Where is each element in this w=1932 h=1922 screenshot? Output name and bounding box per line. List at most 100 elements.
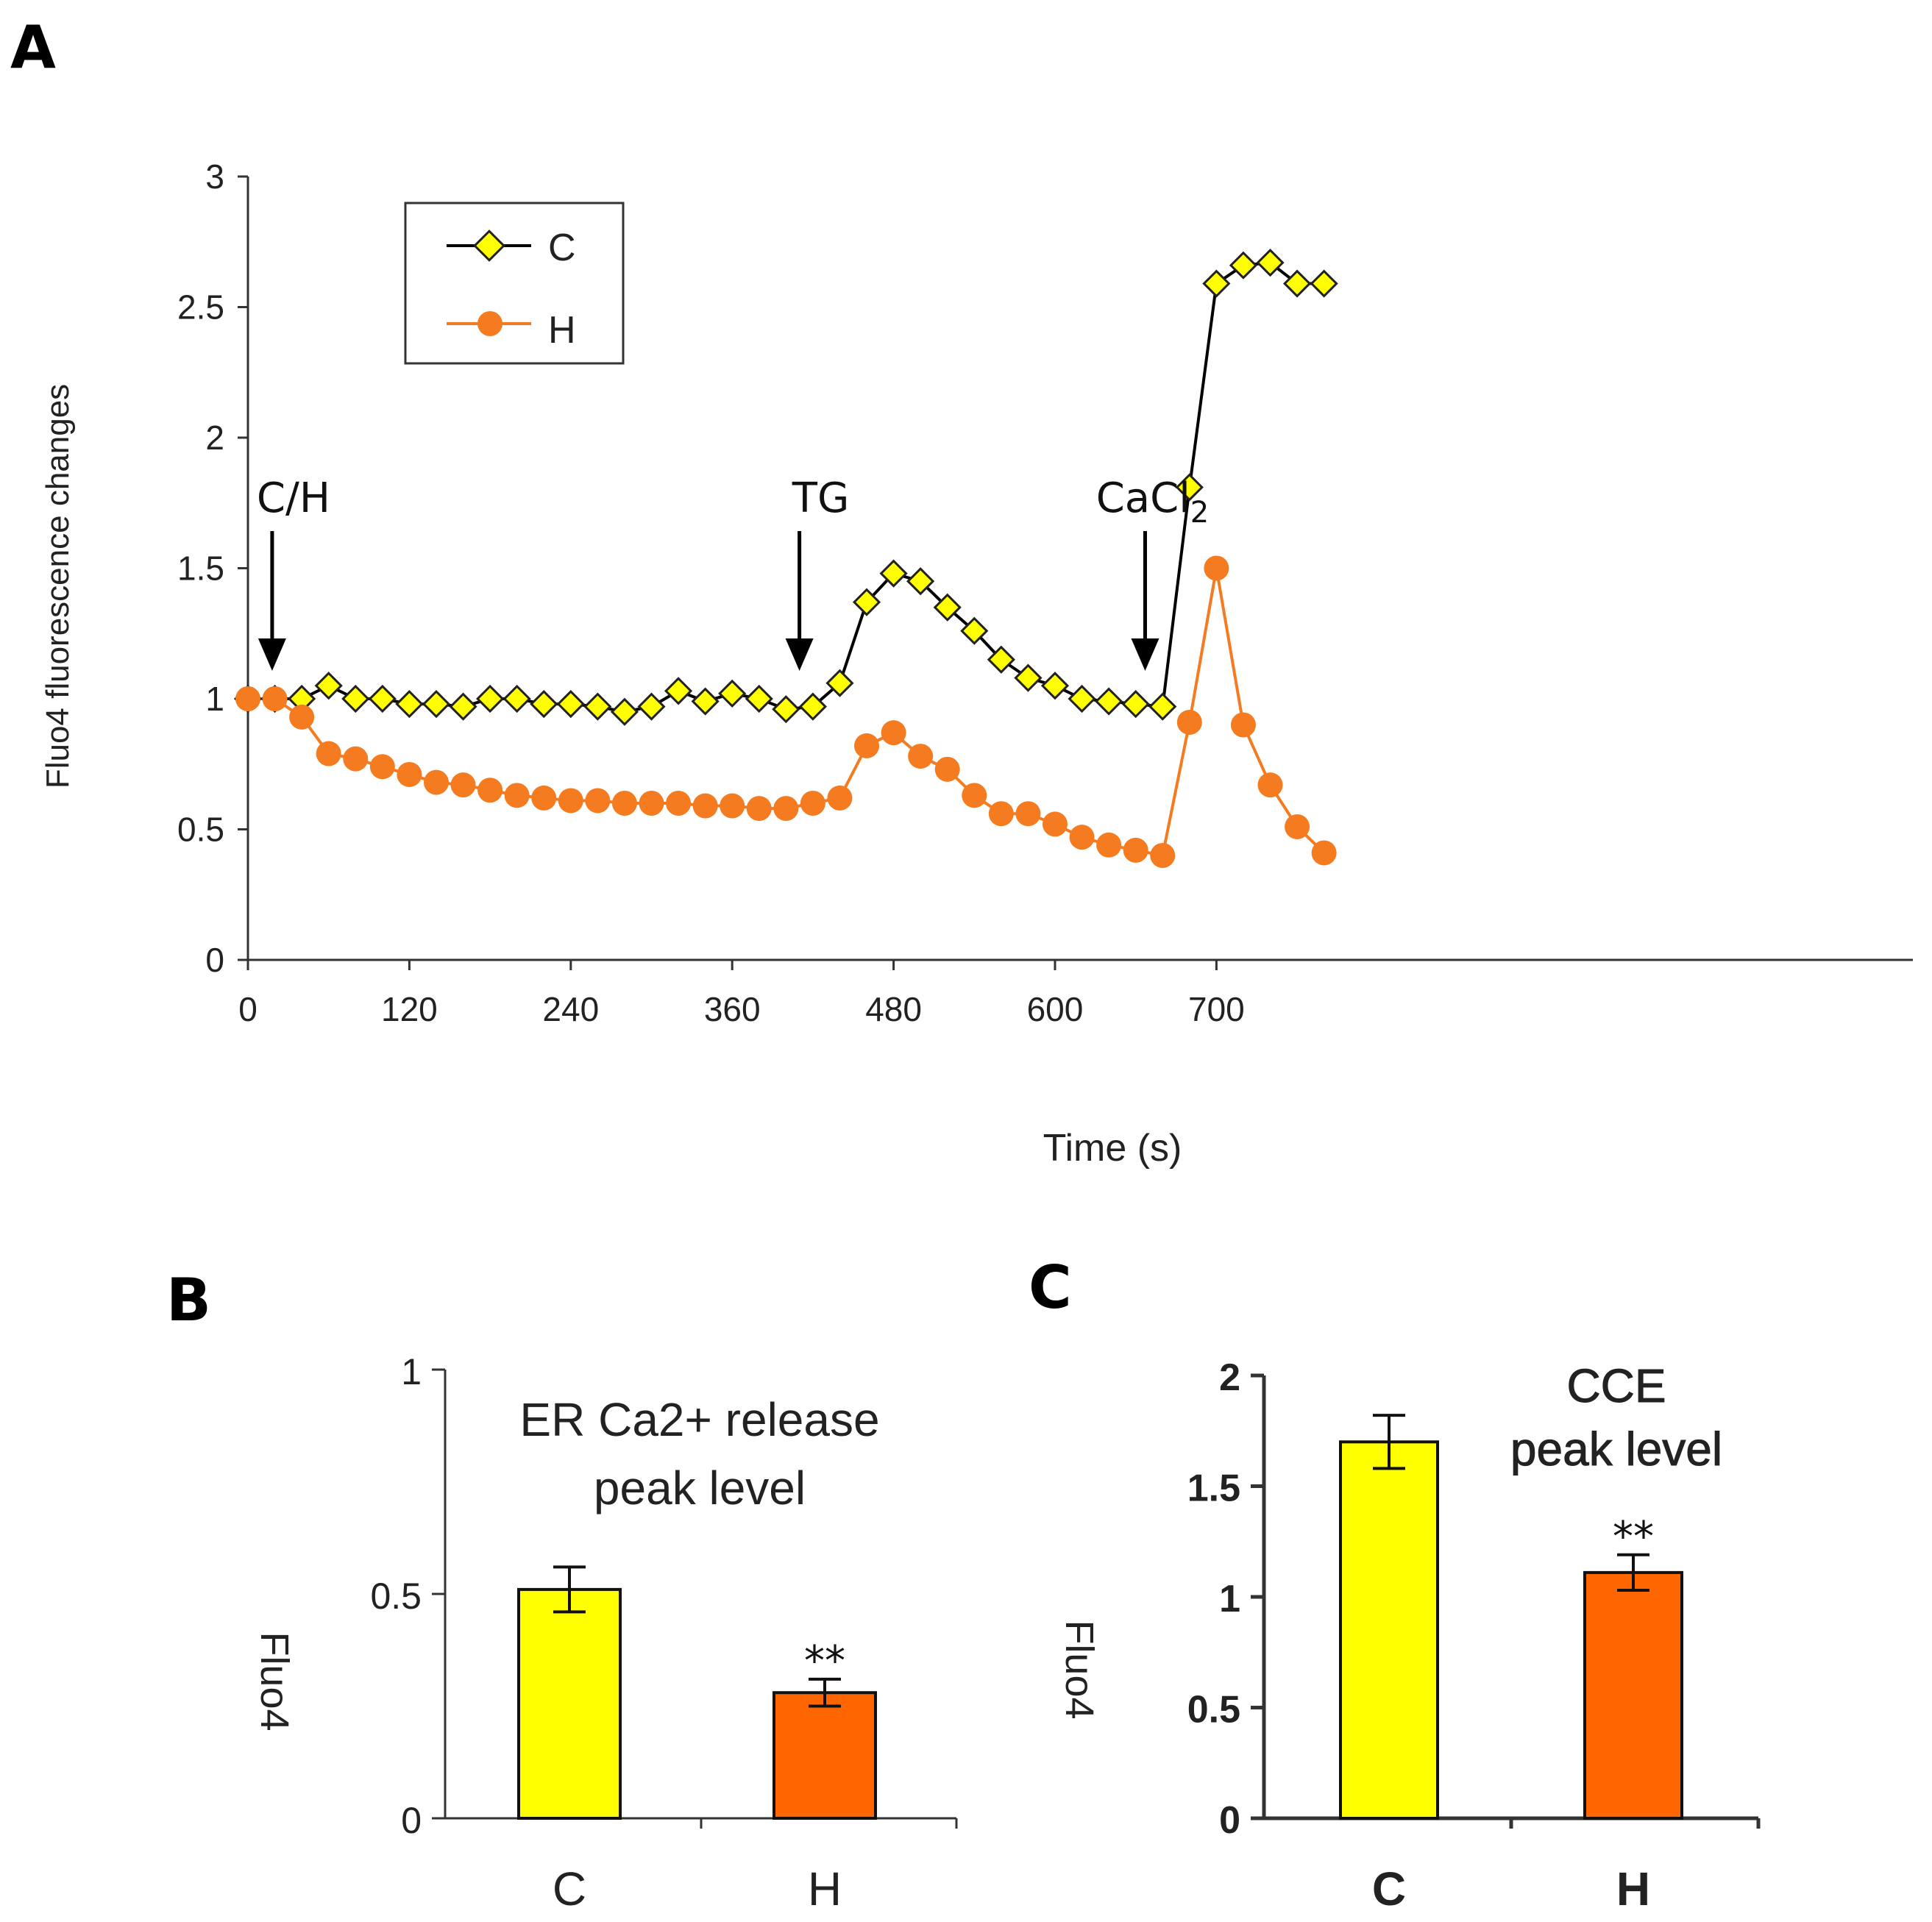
panel-a-y-tick-label: 1	[205, 680, 224, 718]
panel-b-bar-chart: 0 0.5 1 C H ** ER Ca2+ release peak level Fl…	[252, 1351, 958, 1915]
panel-a-x-tick-label: 120	[381, 990, 438, 1028]
series-h-point	[1204, 555, 1229, 581]
series-h-point	[423, 769, 449, 795]
annotation-arrow-head	[258, 638, 286, 671]
series-c-point	[368, 684, 397, 713]
panel-b-y-tick-label: 0.5	[370, 1576, 422, 1617]
series-c-point	[1282, 269, 1312, 298]
series-c-point	[314, 672, 343, 700]
series-c-point	[718, 679, 747, 708]
panel-c-bar-h	[1583, 1570, 1683, 1820]
panel-c-y-axis-label: Fluo4	[1057, 1620, 1101, 1719]
series-h-point	[720, 793, 745, 819]
legend: C H	[404, 202, 625, 365]
annotation-arrow-head	[1131, 638, 1159, 671]
series-h-point	[1015, 801, 1041, 827]
panel-c-letter: C	[1029, 1253, 1072, 1322]
series-c-point	[987, 645, 1015, 674]
panel-a-x-tick-label: 480	[865, 990, 922, 1028]
legend-h-marker-swatch	[477, 311, 502, 336]
series-h-point	[477, 777, 503, 803]
series-h-markers	[235, 555, 1337, 868]
series-h-point	[585, 788, 611, 814]
panel-a-y-tick-label: 2	[205, 419, 224, 457]
series-h-point	[639, 791, 664, 816]
series-c-point	[1202, 269, 1231, 298]
series-c-point	[1148, 692, 1177, 721]
panel-b-y-tick-label: 0	[401, 1800, 422, 1841]
legend-h-label: H	[548, 309, 576, 352]
panel-a-letter: A	[10, 13, 56, 82]
panel-c-category-label: C	[1372, 1862, 1406, 1915]
series-h-point	[450, 772, 476, 798]
panel-b-significance: **	[804, 1637, 845, 1685]
series-h-point	[289, 704, 315, 730]
series-h-point	[908, 744, 934, 769]
series-c-point	[1229, 251, 1258, 280]
panel-b-category-label: C	[553, 1862, 586, 1915]
series-h-point	[558, 788, 583, 814]
series-h-point	[343, 746, 369, 772]
series-h-point	[1285, 814, 1310, 839]
series-h-point	[369, 754, 395, 780]
legend-c-marker-swatch	[473, 229, 505, 262]
series-h-point	[531, 785, 557, 811]
series-c-point	[1014, 663, 1043, 692]
series-h-point	[962, 783, 987, 808]
series-h-point	[262, 686, 288, 711]
series-c-point	[852, 588, 881, 616]
annotation-label: CaCl2	[1096, 474, 1210, 530]
panel-c-y-tick-label: 2	[1219, 1356, 1240, 1399]
series-c-point	[798, 692, 827, 721]
series-h-point	[1150, 843, 1176, 868]
series-c-point	[1121, 690, 1150, 719]
series-c-point	[530, 690, 558, 719]
panel-b-axes: 0 0.5 1 C H	[370, 1351, 958, 1915]
series-h-point	[827, 785, 853, 811]
panel-a-x-tick-label: 600	[1027, 990, 1084, 1028]
panel-b-bar-h	[773, 1691, 877, 1820]
series-h-point	[1096, 832, 1122, 858]
series-c-point	[288, 684, 316, 713]
series-h-point	[1176, 709, 1202, 735]
panel-a-y-axis-label: Fluo4 fluorescence changes	[40, 384, 76, 789]
series-h-point	[1257, 772, 1283, 798]
panel-a-annotations: C/H TG CaCl2	[257, 474, 1209, 671]
panel-c-bar-c	[1339, 1440, 1439, 1820]
series-c-point	[502, 684, 531, 713]
panel-b-y-axis-label: Fluo4	[252, 1631, 296, 1731]
series-c-point	[583, 692, 612, 721]
panel-b-letter: B	[166, 1266, 211, 1334]
series-h-point	[1311, 840, 1337, 866]
series-c-point	[772, 695, 800, 724]
series-c-point	[933, 593, 962, 622]
panel-c-bar-chart: 0 0.5 1 1.5 2 C H ** CCE peak level Fluo4	[1057, 1356, 1761, 1915]
panel-b-category-label: H	[808, 1862, 842, 1915]
panel-a-x-tick-label: 700	[1188, 990, 1245, 1028]
panel-a-y-tick-label: 0.5	[177, 811, 224, 849]
series-h-point	[746, 796, 772, 822]
annotation-label: C/H	[257, 474, 330, 522]
panel-c-y-tick-label: 0.5	[1187, 1689, 1240, 1731]
panel-a-y-tick-label: 2.5	[177, 288, 224, 327]
series-h-point	[800, 791, 825, 816]
series-h-point	[988, 801, 1014, 827]
panel-c-title-line1: CCE	[1566, 1359, 1666, 1412]
series-c-point	[1310, 269, 1338, 298]
annotation-arrow-head	[785, 638, 814, 671]
series-c-point	[1256, 249, 1285, 277]
annotation-label: TG	[792, 474, 850, 522]
series-c-point	[1040, 672, 1070, 700]
panel-a-axes: 0 0.5 1 1.5 2 2.5 3 0 120 240 360 480 600 700	[177, 157, 1913, 1028]
series-c-point	[879, 559, 908, 588]
panel-b-title-line2: peak level	[594, 1462, 806, 1515]
panel-a-y-tick-label: 1.5	[177, 549, 224, 588]
series-h-point	[1069, 825, 1095, 850]
series-c-point	[1175, 473, 1204, 502]
panel-b-title-line1: ER Ca2+ release	[519, 1393, 879, 1446]
panel-a-line-chart: 0 0.5 1 1.5 2 2.5 3 0 120 240 360 480 600 700 C/H TG Ca…	[40, 157, 1913, 1170]
series-h-point	[666, 791, 692, 816]
series-c-point	[556, 690, 585, 719]
panel-c-y-tick-label: 1	[1219, 1578, 1240, 1620]
panel-c-category-label: H	[1616, 1862, 1650, 1915]
